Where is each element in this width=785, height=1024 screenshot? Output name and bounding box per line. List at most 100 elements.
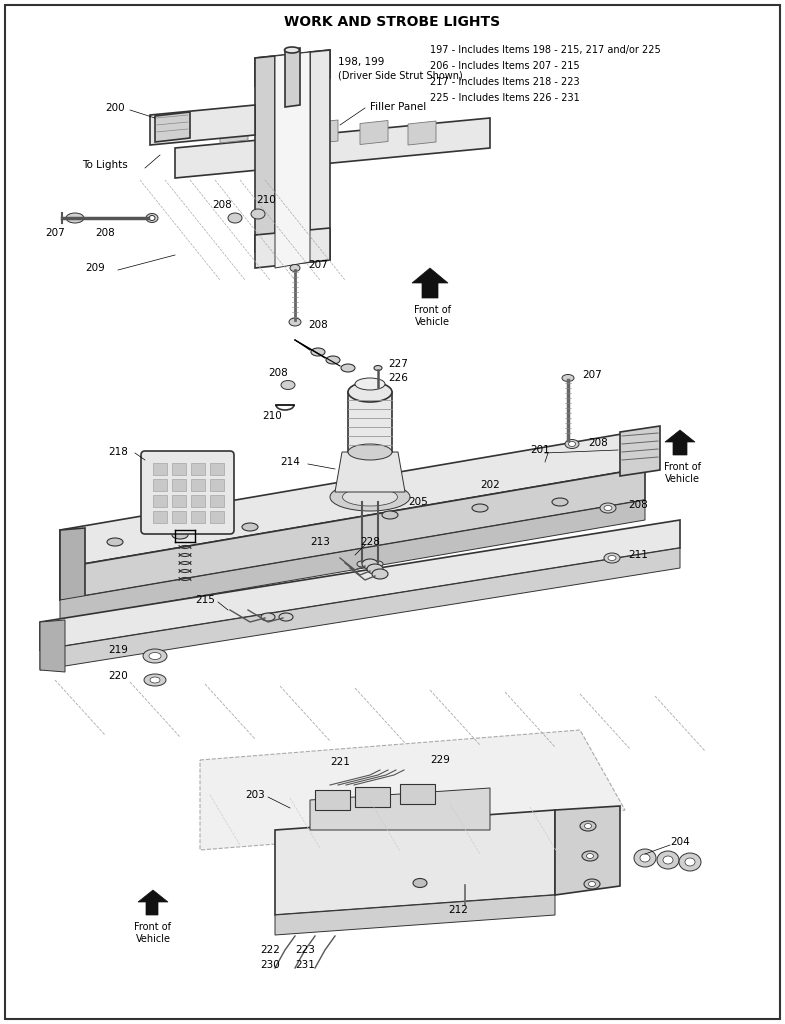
Text: 223: 223: [295, 945, 315, 955]
Ellipse shape: [374, 366, 382, 371]
Ellipse shape: [565, 439, 579, 449]
Polygon shape: [665, 430, 695, 455]
Text: 221: 221: [330, 757, 350, 767]
Bar: [172, 511, 186, 523]
Ellipse shape: [348, 382, 392, 402]
Text: 211: 211: [628, 550, 648, 560]
Ellipse shape: [281, 381, 295, 389]
Text: 218: 218: [108, 447, 128, 457]
Ellipse shape: [66, 213, 84, 223]
Text: 230: 230: [260, 961, 280, 970]
Polygon shape: [155, 112, 190, 142]
Polygon shape: [60, 468, 645, 600]
Ellipse shape: [657, 851, 679, 869]
Polygon shape: [412, 268, 448, 298]
Text: 229: 229: [430, 755, 450, 765]
Text: 205: 205: [408, 497, 428, 507]
Polygon shape: [200, 730, 625, 850]
Polygon shape: [360, 121, 388, 144]
Ellipse shape: [311, 348, 325, 356]
Polygon shape: [255, 50, 330, 86]
Text: 231: 231: [295, 961, 315, 970]
Bar: [315, 790, 350, 810]
Polygon shape: [265, 120, 293, 143]
Polygon shape: [310, 50, 330, 262]
Text: 212: 212: [448, 905, 468, 915]
Text: 209: 209: [85, 263, 105, 273]
Ellipse shape: [685, 858, 695, 866]
Ellipse shape: [382, 511, 398, 519]
Polygon shape: [275, 52, 310, 268]
Ellipse shape: [242, 523, 258, 531]
Ellipse shape: [608, 555, 616, 560]
Text: 208: 208: [268, 368, 288, 378]
Polygon shape: [220, 119, 248, 143]
Text: 210: 210: [262, 411, 282, 421]
Ellipse shape: [568, 441, 575, 446]
Text: Vehicle: Vehicle: [136, 934, 170, 944]
Bar: [400, 784, 435, 804]
Ellipse shape: [289, 318, 301, 326]
Polygon shape: [40, 548, 680, 670]
Ellipse shape: [585, 823, 592, 828]
Text: 222: 222: [260, 945, 280, 955]
Ellipse shape: [150, 677, 160, 683]
Text: 207: 207: [45, 228, 65, 238]
Ellipse shape: [144, 674, 166, 686]
Text: 213: 213: [310, 537, 330, 547]
Text: 227: 227: [388, 359, 408, 369]
Ellipse shape: [604, 553, 620, 563]
Text: 200: 200: [105, 103, 125, 113]
Ellipse shape: [251, 209, 265, 219]
Polygon shape: [348, 392, 392, 452]
Polygon shape: [275, 895, 555, 935]
Ellipse shape: [149, 215, 155, 220]
Ellipse shape: [149, 652, 161, 659]
Polygon shape: [255, 56, 275, 252]
Bar: [210, 479, 224, 490]
Bar: [153, 495, 167, 507]
Polygon shape: [285, 48, 300, 106]
Ellipse shape: [290, 264, 300, 271]
Polygon shape: [408, 121, 436, 145]
Text: 215: 215: [195, 595, 215, 605]
Text: 201: 201: [530, 445, 549, 455]
Ellipse shape: [284, 47, 300, 53]
Ellipse shape: [580, 821, 596, 831]
Text: Front of: Front of: [414, 305, 451, 315]
Ellipse shape: [330, 483, 410, 511]
FancyBboxPatch shape: [141, 451, 234, 534]
Polygon shape: [60, 430, 645, 568]
Text: 217 - Includes Items 218 - 223: 217 - Includes Items 218 - 223: [430, 77, 579, 87]
Text: 198, 199: 198, 199: [338, 57, 385, 67]
Text: 204: 204: [670, 837, 690, 847]
Ellipse shape: [562, 375, 574, 382]
Bar: [191, 511, 205, 523]
Text: Vehicle: Vehicle: [414, 317, 450, 327]
Ellipse shape: [600, 503, 616, 513]
Polygon shape: [555, 806, 620, 895]
Text: 208: 208: [95, 228, 115, 238]
Polygon shape: [175, 118, 490, 178]
Bar: [153, 511, 167, 523]
Bar: [210, 495, 224, 507]
Text: 203: 203: [245, 790, 265, 800]
Text: 208: 208: [628, 500, 648, 510]
Text: To Lights: To Lights: [82, 160, 128, 170]
Ellipse shape: [372, 569, 388, 579]
Ellipse shape: [362, 559, 378, 569]
Text: Front of: Front of: [663, 462, 700, 472]
Text: 219: 219: [108, 645, 128, 655]
Ellipse shape: [552, 498, 568, 506]
Ellipse shape: [357, 561, 367, 567]
Polygon shape: [310, 788, 490, 830]
Text: 208: 208: [212, 200, 232, 210]
Ellipse shape: [413, 879, 427, 888]
Polygon shape: [255, 228, 330, 268]
Ellipse shape: [261, 613, 275, 621]
Text: 206 - Includes Items 207 - 215: 206 - Includes Items 207 - 215: [430, 61, 579, 71]
Ellipse shape: [146, 213, 158, 222]
Ellipse shape: [640, 854, 650, 862]
Ellipse shape: [143, 649, 167, 663]
Text: 208: 208: [308, 319, 328, 330]
